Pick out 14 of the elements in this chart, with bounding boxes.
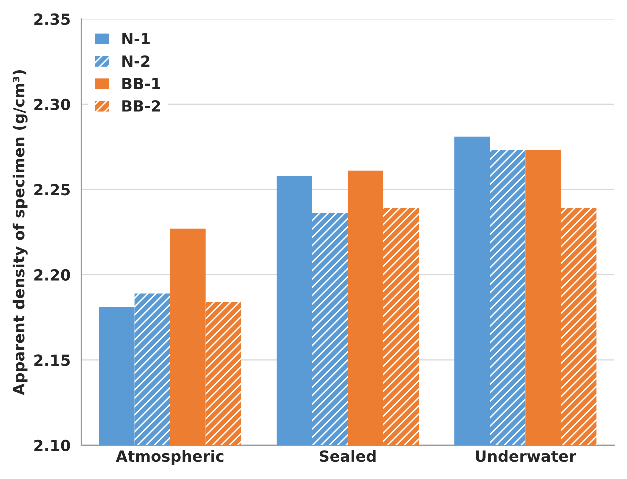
legend-label: BB-2	[122, 100, 160, 112]
legend-label: N-2	[122, 56, 150, 67]
y-axis-title: Apparent density of specimen (g/cm³)	[12, 70, 28, 396]
y-tick-label: 2.35	[34, 14, 70, 26]
y-tick-label: 2.20	[34, 269, 70, 281]
x-tick-label: Sealed	[320, 450, 376, 462]
y-tick-label: 2.15	[34, 354, 70, 366]
legend-label: N-1	[122, 33, 150, 45]
legend-label: BB-1	[122, 78, 160, 90]
y-tick-label: 2.25	[34, 184, 70, 196]
x-tick-label: Atmospheric	[116, 450, 224, 466]
y-tick-label: 2.30	[34, 98, 70, 110]
y-tick-label: 2.10	[34, 440, 70, 452]
x-tick-label: Underwater	[476, 450, 576, 462]
